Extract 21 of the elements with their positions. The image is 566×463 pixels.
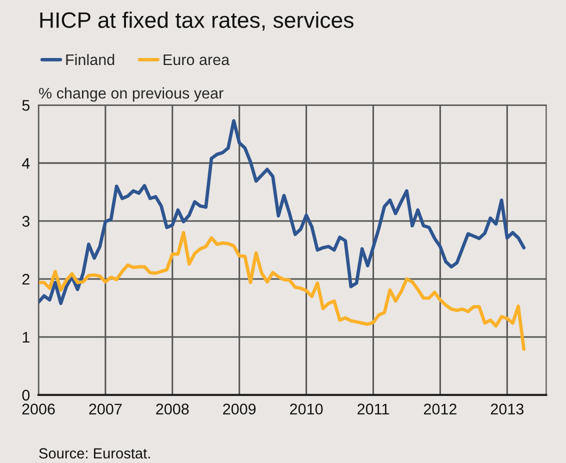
y-axis-title: % change on previous year	[39, 87, 224, 102]
y-tick-label: 2	[22, 274, 30, 285]
y-tick-label: 3	[22, 216, 30, 227]
line-series	[38, 230, 526, 351]
chart-title: HICP at fixed tax rates, services	[40, 12, 354, 31]
y-tick-label: 1	[22, 332, 30, 343]
y-tick-label: 4	[22, 158, 30, 169]
x-tick-label: 2011	[358, 404, 389, 414]
legend-label: Finland	[66, 54, 114, 66]
x-tick-label: 2007	[89, 404, 122, 414]
source-note: Source: Eurostat.	[39, 448, 150, 459]
x-tick-label: 2013	[490, 404, 524, 414]
legend-label: Euro area	[164, 54, 230, 66]
y-tick-label: 5	[22, 100, 30, 111]
x-tick-label: 2006	[22, 404, 55, 414]
line-series	[38, 119, 526, 306]
x-tick-label: 2012	[424, 404, 456, 414]
x-tick-label: 2009	[223, 404, 256, 414]
x-tick-label: 2010	[290, 404, 323, 414]
y-tick-label: 0	[22, 390, 30, 401]
x-tick-label: 2008	[156, 404, 189, 414]
